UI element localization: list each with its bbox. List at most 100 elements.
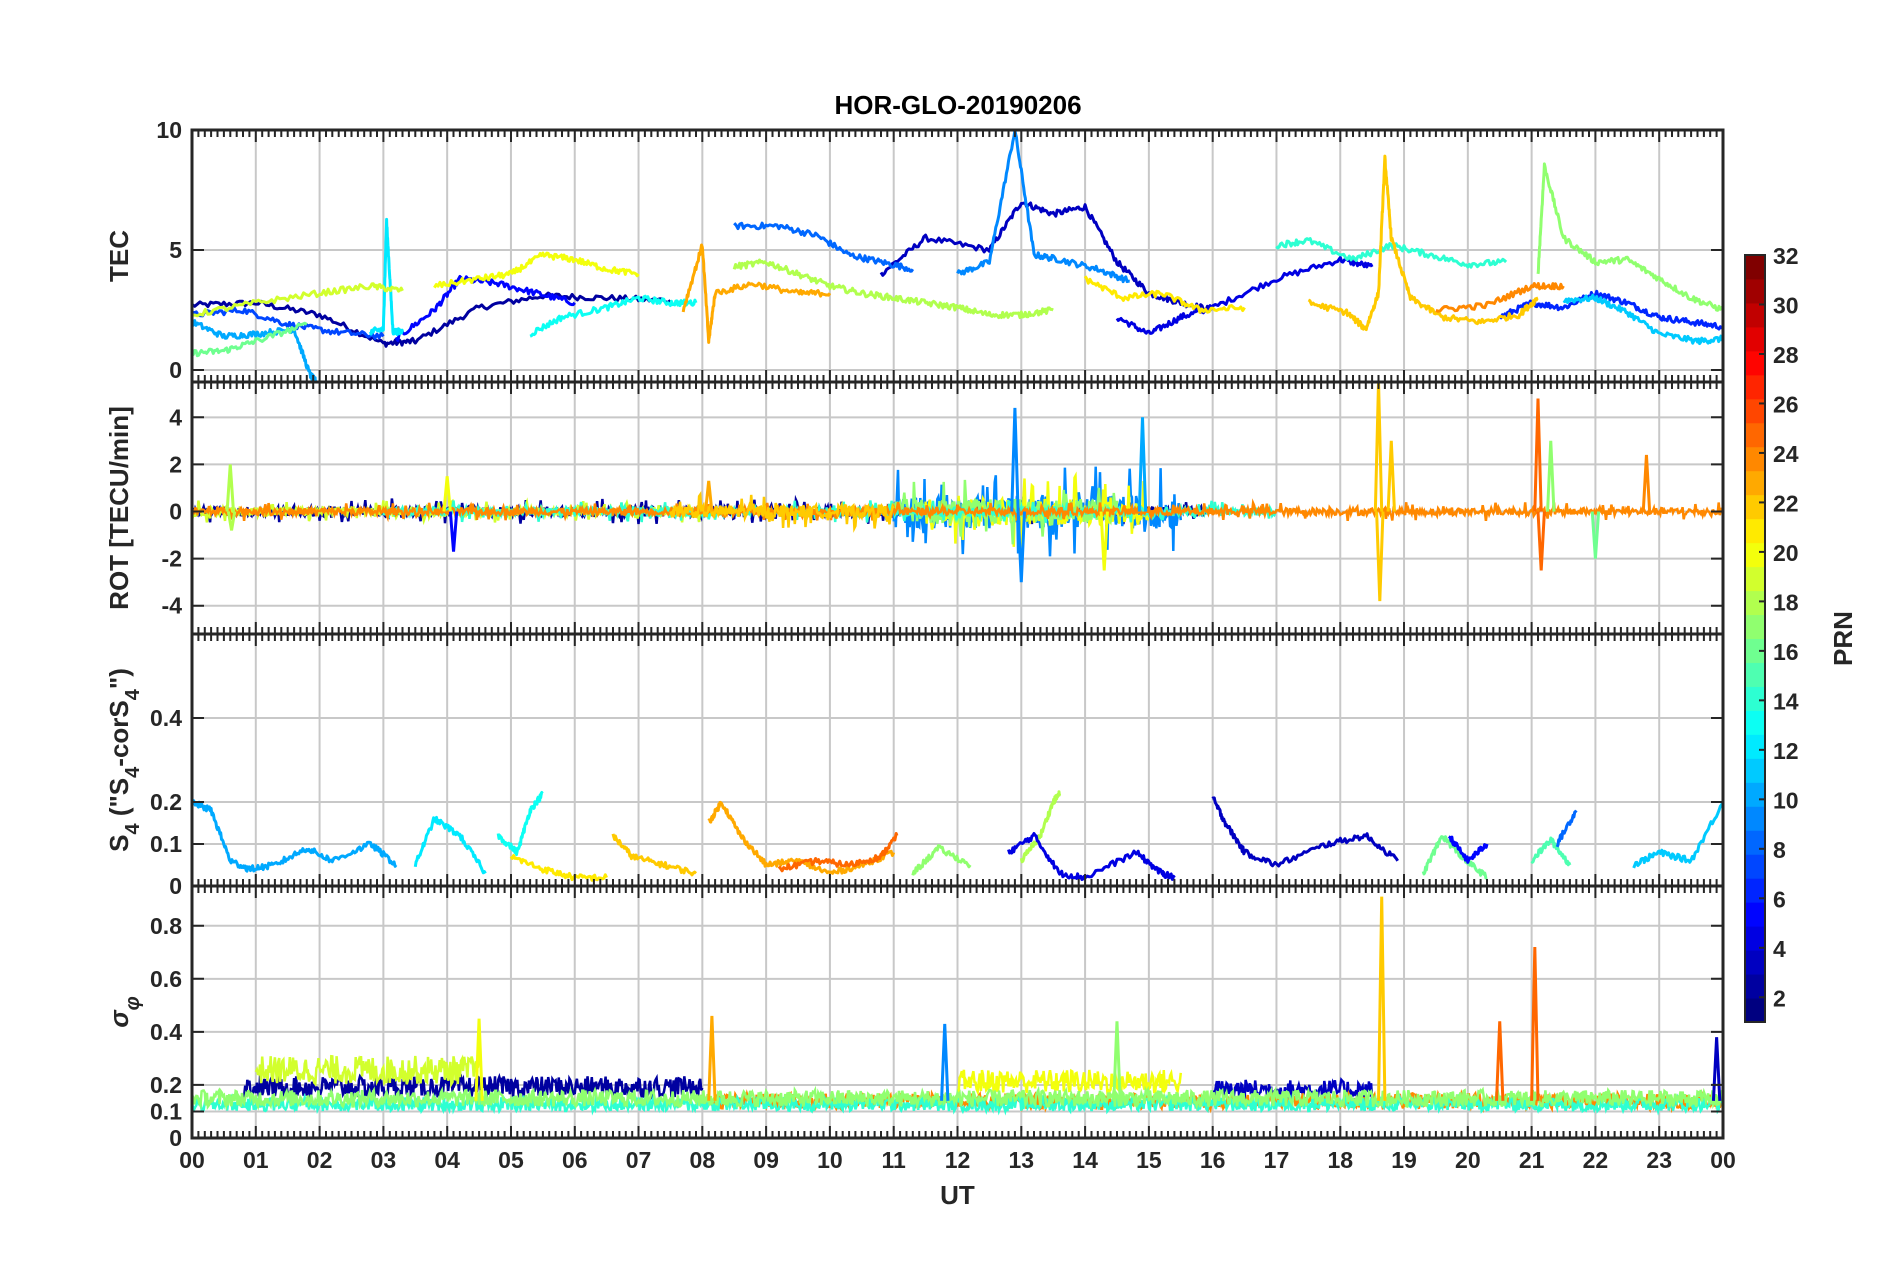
series-line-prn-17 [1536, 162, 1723, 312]
minor-ticks [191, 129, 1724, 382]
colorbar-tick-label: 24 [1773, 441, 1799, 467]
colorbar-tick-label: 16 [1773, 639, 1799, 665]
x-tick-label: 12 [945, 1147, 971, 1173]
colorbar-segment [1745, 686, 1765, 711]
colorbar-segment [1745, 926, 1765, 951]
series-line-prn-13 [529, 294, 698, 338]
series-group [192, 130, 1723, 382]
minor-ticks [191, 886, 1724, 1139]
series-group [192, 790, 1723, 882]
series-line-prn-11 [1632, 801, 1723, 869]
colorbar-segment [1745, 278, 1765, 304]
spike-prn-22 [1377, 896, 1387, 1101]
y-tick-label: 0.8 [150, 913, 182, 939]
y-tick-marks [192, 924, 1723, 1139]
series-line-prn-5 [394, 275, 576, 342]
colorbar-segment [1745, 782, 1765, 807]
y-tick-label: 0.4 [150, 705, 182, 731]
spike-prn-5 [448, 511, 459, 552]
series-line-prn-4 [1115, 256, 1374, 335]
colorbar-tick-label: 30 [1773, 292, 1799, 318]
x-tick-label: 08 [690, 1147, 716, 1173]
y-tick-label: 0.4 [150, 1019, 182, 1045]
colorbar-tick-label: 22 [1773, 490, 1799, 516]
colorbar-segment [1745, 614, 1765, 639]
colorbar-segment [1745, 494, 1765, 520]
series-line-prn-21 [1083, 275, 1246, 314]
series-line-prn-22 [611, 833, 698, 877]
spike-prn-22 [1373, 382, 1384, 512]
series-line-prn-20 [433, 251, 640, 289]
series-line-prn-12 [369, 217, 404, 337]
panel-rot: -4 -2 0 2 4 ROT [TECU/min] [104, 380, 1725, 636]
series-line-prn-15 [1530, 836, 1572, 867]
colorbar-segment [1745, 662, 1765, 687]
tick-marks [191, 634, 1724, 886]
series-line-prn-24 [192, 498, 1723, 523]
y-axis-label: ROT [TECU/min] [104, 406, 134, 610]
colorbar-segment [1745, 806, 1765, 831]
y-tick-label: 0 [169, 357, 182, 383]
colorbar-tick-label: 26 [1773, 391, 1799, 417]
colorbar-segment [1745, 854, 1765, 879]
spike-prn-24 [1641, 454, 1652, 512]
colorbar-segment [1745, 566, 1765, 592]
colorbar-segment [1745, 470, 1765, 496]
spike-prn-22 [1386, 440, 1396, 512]
colorbar-segment [1745, 374, 1765, 400]
series-line-prn-18 [732, 258, 1054, 320]
x-tick-label: 19 [1391, 1147, 1417, 1173]
spike-prn-3 [1711, 1037, 1722, 1101]
x-tick-label: 14 [1072, 1147, 1098, 1173]
minor-ticks [191, 382, 1724, 634]
spike-prn-20 [1099, 511, 1109, 571]
colorbar-segment [1745, 446, 1765, 472]
spike-prn-23 [707, 1015, 717, 1101]
spike-prn-10 [1137, 417, 1148, 512]
y-tick-label: 0 [169, 1125, 182, 1151]
x-axis: 00 01 02 03 04 05 06 07 08 09 10 11 12 13 14 15 16 17 18 19… [179, 1147, 1736, 1210]
series-line-prn-22 [669, 491, 895, 533]
spike-prn-25 [1533, 398, 1543, 512]
colorbar-tick-label: 32 [1773, 243, 1799, 269]
colorbar-tick-label: 10 [1773, 787, 1799, 813]
colorbar-segment [1745, 902, 1765, 927]
grid [191, 129, 1724, 382]
colorbar-label: PRN [1828, 611, 1858, 666]
y-tick-label: 4 [169, 404, 182, 430]
x-tick-label: 18 [1327, 1147, 1353, 1173]
colorbar-segment [1745, 758, 1765, 783]
series-line-prn-3 [1211, 796, 1399, 868]
series-line-prn-22 [1307, 154, 1539, 332]
x-tick-label: 09 [753, 1147, 779, 1173]
colorbar-tick-label: 8 [1773, 837, 1786, 863]
series-line-prn-3 [879, 201, 1215, 313]
x-tick-label: 22 [1583, 1147, 1609, 1173]
x-tick-label: 20 [1455, 1147, 1481, 1173]
tick-marks [191, 130, 1724, 382]
series-line-prn-19 [192, 282, 404, 318]
colorbar-segment [1745, 518, 1765, 544]
colorbar-segment [1745, 830, 1765, 855]
colorbar-segment [1745, 734, 1765, 759]
series-line-prn-10 [192, 799, 398, 873]
x-tick-label: 11 [882, 1147, 907, 1173]
colorbar-segment [1745, 710, 1765, 735]
tick-marks [191, 382, 1724, 634]
colorbar-segment [1745, 542, 1765, 568]
series-line-prn-6 [1498, 289, 1723, 331]
y-tick-label: 0.1 [150, 831, 182, 857]
spike-prn-23 [704, 480, 714, 512]
y-tick-label: 5 [169, 237, 182, 263]
colorbar-tick-label: 4 [1773, 936, 1786, 962]
spike-prn-17 [1112, 1021, 1122, 1101]
x-tick-label: 06 [562, 1147, 588, 1173]
spike-prn-22 [1375, 511, 1385, 602]
series-line-prn-25 [777, 832, 899, 873]
series-line-prn-17 [192, 1085, 1723, 1111]
colorbar-segment [1745, 350, 1765, 376]
x-tick-label: 16 [1200, 1147, 1226, 1173]
x-tick-label: 04 [434, 1147, 460, 1173]
series-line-prn-21 [509, 854, 608, 882]
series-line-prn-8 [1555, 809, 1578, 848]
